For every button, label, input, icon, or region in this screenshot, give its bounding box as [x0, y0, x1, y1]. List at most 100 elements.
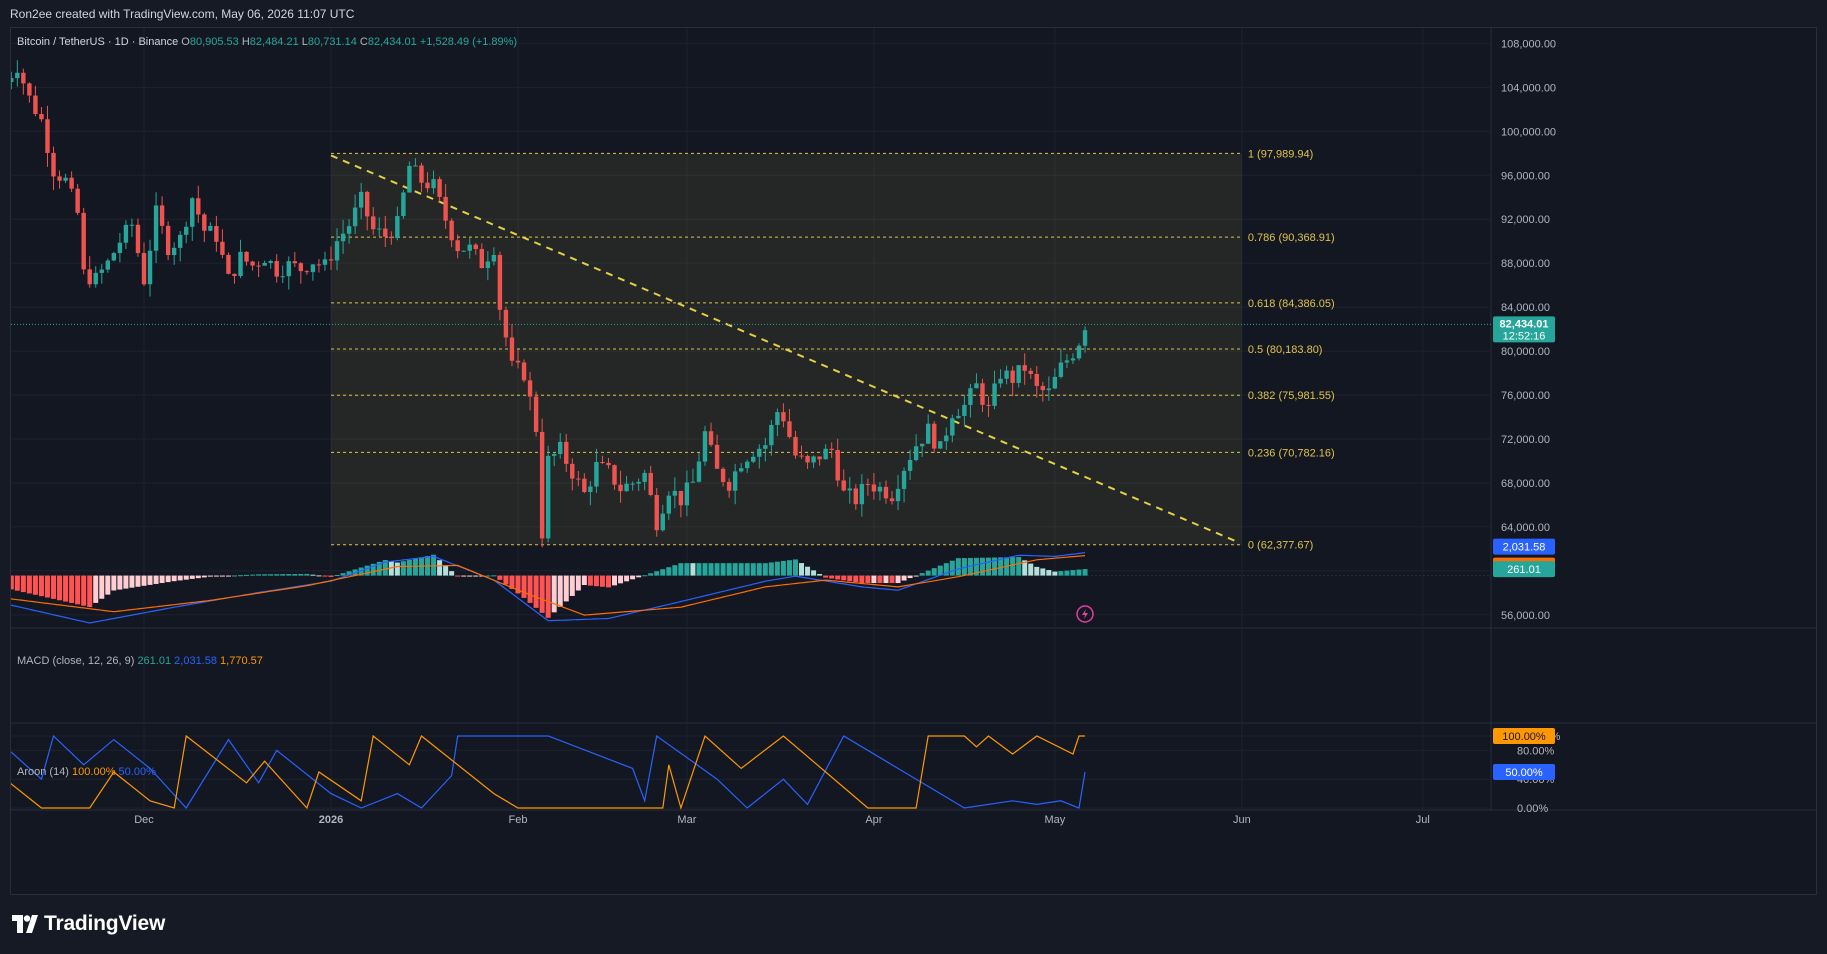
price-tick-label: 88,000.00 — [1501, 258, 1550, 270]
macd-histogram-bar — [593, 575, 599, 587]
candle-body — [630, 483, 635, 485]
candle-body — [1010, 370, 1015, 383]
candle-body — [449, 220, 454, 241]
macd-histogram-bar — [105, 575, 111, 595]
macd-histogram-bar — [358, 567, 364, 576]
candle-body — [612, 465, 617, 485]
macd-histogram-bar — [708, 563, 714, 576]
candle-body — [1040, 385, 1046, 391]
candle-body — [232, 273, 237, 277]
macd-histogram-bar — [931, 568, 937, 576]
candle-body — [781, 412, 786, 422]
candle-body — [184, 226, 189, 235]
chart-canvas[interactable]: 108,000.00 104,000.00 100,000.00 96,000.00 9… — [11, 28, 1817, 895]
macd-histogram-bar — [346, 571, 352, 576]
candle-body — [491, 254, 497, 262]
candle-body — [853, 488, 859, 505]
macd-histogram-bar — [955, 558, 961, 576]
macd-histogram-bar — [714, 563, 720, 576]
macd-histogram-bar — [250, 574, 256, 576]
candle-body — [938, 441, 943, 449]
candle-body — [992, 383, 997, 406]
candle-body — [829, 448, 834, 451]
candle-body — [310, 264, 316, 273]
macd-histogram-bar — [225, 575, 231, 577]
candle-body — [226, 254, 231, 274]
candle-body — [473, 244, 478, 249]
macd-histogram-bar — [630, 575, 636, 580]
macd-histogram-bar — [666, 567, 672, 576]
macd-histogram-bar — [780, 560, 786, 576]
macd-histogram-bar — [919, 573, 925, 576]
candle-body — [328, 259, 334, 261]
macd-histogram-bar — [298, 573, 304, 576]
macd-histogram-bar — [835, 575, 841, 580]
candle-body — [171, 247, 177, 256]
macd-histogram-bar — [99, 575, 105, 599]
chart-frame[interactable]: 108,000.00 104,000.00 100,000.00 96,000.00 9… — [10, 27, 1817, 895]
macd-histogram-bar — [207, 575, 213, 577]
candle-body — [545, 455, 551, 539]
candle-body — [1052, 376, 1058, 389]
candle-body — [932, 423, 937, 449]
candle-body — [407, 165, 412, 193]
candle-body — [811, 456, 816, 463]
macd-histogram-bar — [473, 575, 479, 577]
candle-body — [775, 412, 780, 425]
tradingview-logo[interactable]: TradingView — [12, 912, 165, 936]
candle-body — [352, 207, 358, 227]
macd-histogram-bar — [129, 575, 135, 588]
candle-body — [286, 261, 291, 277]
candle-body — [678, 490, 684, 506]
macd-histogram-bar — [328, 575, 334, 577]
candle-body — [358, 191, 364, 208]
price-tick-label: 96,000.00 — [1501, 170, 1550, 182]
macd-histogram-bar — [521, 575, 527, 598]
macd-histogram-bar — [690, 563, 696, 576]
aroon-up-line — [11, 734, 1085, 811]
candle-body — [497, 254, 503, 310]
macd-histogram-bar — [895, 575, 901, 584]
macd-histogram-bar — [1022, 560, 1028, 576]
macd-histogram-bar — [732, 563, 738, 576]
candle-body — [202, 214, 207, 231]
macd-histogram-bar — [1028, 563, 1034, 576]
candle-body — [835, 450, 840, 481]
macd-histogram-bar — [877, 575, 883, 584]
candle-body — [129, 224, 135, 226]
macd-histogram-bar — [744, 563, 750, 576]
candle-body — [141, 253, 147, 285]
candle-body — [1004, 370, 1009, 379]
macd-signal-line — [11, 555, 1086, 616]
candle-body — [956, 415, 961, 419]
macd-histogram-bar — [642, 575, 648, 577]
macd-histogram-bar — [696, 563, 702, 576]
fib-level-label: 0.5 (80,183.80) — [1248, 344, 1323, 356]
candle-body — [461, 250, 466, 252]
candle-body — [304, 271, 310, 273]
candle-body — [1016, 365, 1021, 383]
candle-body — [509, 337, 515, 361]
macd-histogram-bar — [63, 575, 69, 602]
time-tick-label: 2026 — [319, 814, 343, 826]
candle-body — [159, 205, 165, 226]
macd-histogram-bar — [986, 557, 992, 576]
time-tick-label: Mar — [677, 814, 696, 826]
candle-body — [551, 453, 557, 456]
macd-histogram-bar — [165, 575, 171, 583]
aroon-up-badge — [1493, 728, 1555, 744]
macd-histogram-bar — [527, 575, 533, 603]
macd-histogram-bar — [334, 575, 340, 577]
price-tick-label: 72,000.00 — [1501, 434, 1550, 446]
candle-body — [901, 470, 907, 489]
candle-body — [672, 490, 678, 496]
macd-histogram-bar — [213, 575, 219, 577]
macd-histogram-bar — [485, 575, 491, 577]
macd-histogram-bar — [859, 575, 865, 584]
fib-level-label: 0.618 (84,386.05) — [1248, 298, 1335, 310]
candle-body — [437, 179, 442, 197]
macd-histogram-bar — [87, 575, 93, 608]
candle-body — [708, 431, 714, 445]
candle-body — [27, 83, 32, 96]
macd-histogram-bar — [841, 575, 847, 581]
